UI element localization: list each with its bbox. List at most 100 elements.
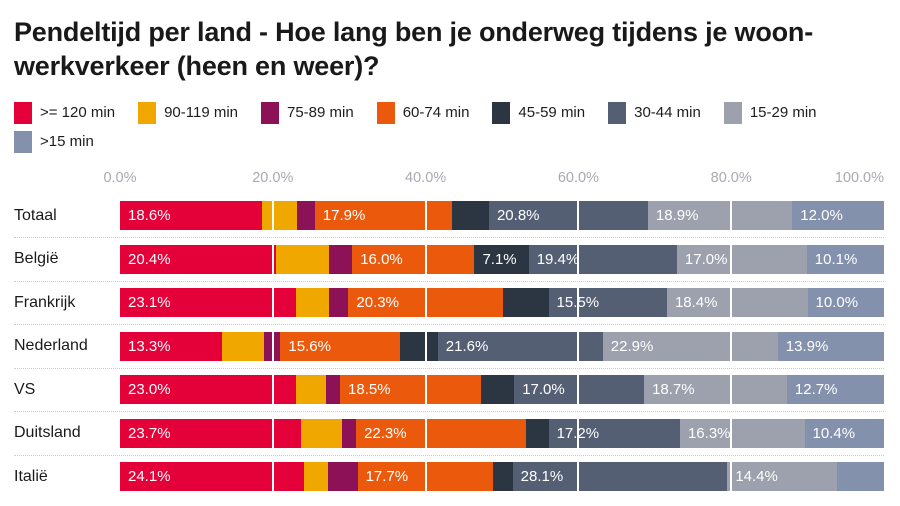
segment-value-label: 13.9% [785, 337, 829, 355]
chart-row: VS 23.0% 18.5% 17.0% 18.7% 12.7% [14, 367, 884, 412]
bar-segment[interactable] [296, 288, 329, 318]
bar-segment[interactable]: 23.7% [120, 418, 302, 448]
bar-segment[interactable] [327, 462, 358, 492]
bar-segment[interactable] [297, 201, 315, 231]
bar-segment[interactable]: 16.3% [679, 418, 805, 448]
bar-segment[interactable]: 15.5% [548, 288, 667, 318]
bar-segment[interactable]: 23.1% [120, 288, 297, 318]
bar-segment[interactable]: 12.0% [792, 201, 884, 231]
bar-segment[interactable]: 23.0% [120, 375, 296, 405]
chart-row: Frankrijk 23.1% 20.3% 15.5% 18.4% 10.0% [14, 280, 884, 325]
bar-segment[interactable] [481, 375, 515, 405]
bar-segment[interactable]: 13.3% [120, 331, 222, 361]
bar-segment[interactable] [275, 244, 329, 274]
segment-value-label: 23.7% [128, 424, 171, 442]
row-label: VS [14, 380, 36, 398]
bar-segment[interactable] [295, 375, 326, 405]
gridline [424, 375, 427, 405]
bar-segment[interactable] [492, 462, 513, 492]
gridline [577, 201, 580, 231]
bar-segment[interactable]: 14.4% [727, 462, 838, 492]
chart-row: Duitsland 23.7% 22.3% 17.2% 16.3% 10.4% [14, 411, 884, 455]
axis-tick-label: 0.0% [103, 169, 137, 186]
bar-segment[interactable]: 22.9% [602, 331, 778, 361]
bar-segment[interactable]: 20.4% [120, 244, 276, 274]
bar-track: 24.1% 17.7% 28.1% 14.4% [120, 462, 884, 492]
segment-value-label: 12.7% [794, 381, 838, 399]
legend-color-swatch [723, 101, 742, 124]
bar-segment[interactable]: 13.9% [777, 331, 884, 361]
bar-segment[interactable]: 19.4% [528, 244, 677, 274]
bar-segment[interactable] [262, 201, 298, 231]
bar-segment[interactable]: 17.2% [548, 418, 680, 448]
bar-segment[interactable] [451, 201, 489, 231]
bar-segment[interactable] [328, 288, 349, 318]
row-label: Duitsland [14, 424, 81, 442]
legend-label: 45-59 min [518, 104, 586, 121]
bar-segment[interactable]: 16.0% [352, 244, 475, 274]
bar-segment[interactable]: 12.7% [786, 375, 884, 405]
bar-segment[interactable] [503, 288, 549, 318]
legend-item: 60-74 min [376, 101, 469, 124]
legend: >= 120 min 90-119 min 75-89 min 60-74 min 45… [14, 101, 884, 153]
bar-segment[interactable]: 17.9% [314, 201, 452, 231]
chart-row: Totaal 18.6% 17.9% 20.8% 18.9% 12.0% [14, 195, 884, 238]
segment-value-label: 17.9% [322, 207, 366, 225]
bar-segment[interactable] [304, 462, 328, 492]
gridline [424, 462, 427, 492]
bar-segment[interactable]: 24.1% [120, 462, 305, 492]
segment-value-label: 28.1% [520, 468, 564, 486]
bar-segment[interactable]: 20.8% [488, 201, 648, 231]
bar-segment[interactable]: 10.4% [804, 418, 884, 448]
chart-row: België 20.4% 16.0% 7.1% 19.4% 17.0% 10.1% [14, 237, 884, 281]
bar-segment[interactable]: 18.4% [666, 288, 808, 318]
bar-segment[interactable]: 10.1% [806, 244, 884, 274]
legend-label: >15 min [40, 133, 94, 150]
segment-value-label: 18.6% [128, 207, 171, 225]
bar-segment[interactable] [526, 418, 549, 448]
axis-tick-label: 40.0% [405, 169, 447, 186]
segment-value-label: 16.0% [360, 250, 403, 268]
segment-value-label: 10.0% [815, 294, 859, 312]
segment-value-label: 18.4% [674, 294, 718, 312]
bar-segment[interactable]: 22.3% [356, 418, 527, 448]
bar-segment[interactable]: 17.0% [676, 244, 807, 274]
bar-segment[interactable]: 18.9% [647, 201, 793, 231]
bar-segment[interactable]: 18.5% [340, 375, 482, 405]
bar-segment[interactable] [399, 331, 438, 361]
legend-color-swatch [14, 130, 32, 153]
segment-value-label: 17.0% [522, 381, 565, 399]
bar-segment[interactable] [221, 331, 265, 361]
bar-segment[interactable]: 18.7% [644, 375, 787, 405]
chart-row: Italië 24.1% 17.7% 28.1% 14.4% [14, 454, 884, 499]
bar-segment[interactable]: 7.1% [474, 244, 529, 274]
segment-value-label: 16.3% [687, 424, 731, 442]
gridline [730, 462, 733, 492]
bar-segment[interactable]: 18.6% [120, 201, 263, 231]
bar-segment[interactable]: 10.0% [807, 288, 884, 318]
row-label: Italië [14, 467, 48, 485]
gridline [730, 418, 733, 448]
bar-segment[interactable] [325, 375, 341, 405]
bar-segment[interactable] [837, 462, 884, 492]
gridline [271, 331, 274, 361]
bar-segment[interactable] [342, 418, 357, 448]
legend-color-swatch [492, 101, 511, 124]
axis-tick-label: 60.0% [557, 169, 599, 186]
bar-track: 23.7% 22.3% 17.2% 16.3% 10.4% [120, 418, 884, 448]
segment-value-label: 17.7% [365, 468, 409, 486]
legend-item: >= 120 min [14, 101, 115, 124]
legend-color-swatch [608, 101, 627, 124]
bar-segment[interactable] [328, 244, 353, 274]
legend-label: 90-119 min [164, 104, 238, 121]
segment-value-label: 23.0% [128, 381, 171, 399]
chart-rows: Totaal 18.6% 17.9% 20.8% 18.9% 12.0% België 20.… [14, 195, 884, 499]
gridline [577, 462, 580, 492]
bar-segment[interactable]: 15.6% [280, 331, 400, 361]
gridline [577, 418, 580, 448]
bar-segment[interactable] [301, 418, 343, 448]
bar-segment[interactable]: 21.6% [437, 331, 603, 361]
bar-segment[interactable]: 28.1% [512, 462, 728, 492]
bar-track: 23.1% 20.3% 15.5% 18.4% 10.0% [120, 288, 884, 318]
